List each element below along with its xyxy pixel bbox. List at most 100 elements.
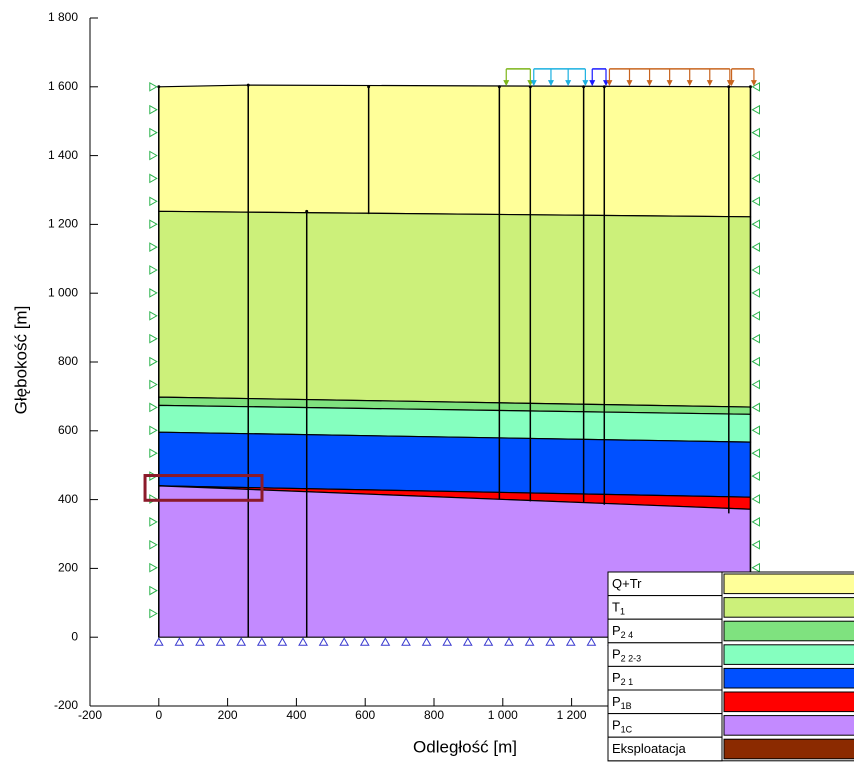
support-right bbox=[751, 127, 760, 138]
x-axis-title: Odległość [m] bbox=[413, 737, 517, 756]
support-bottom bbox=[153, 637, 164, 646]
load-head bbox=[626, 80, 633, 87]
load-head bbox=[728, 80, 735, 87]
support-right bbox=[751, 81, 760, 92]
node bbox=[528, 85, 532, 89]
y-axis-title: Głębokość [m] bbox=[11, 306, 30, 415]
legend-swatch bbox=[723, 597, 854, 618]
y-tick-label: 600 bbox=[58, 423, 78, 437]
y-tick-label: 1 400 bbox=[48, 148, 78, 162]
legend-name: P bbox=[612, 718, 621, 733]
y-tick-label: -200 bbox=[54, 698, 78, 712]
support-left bbox=[149, 448, 158, 459]
support-left bbox=[149, 379, 158, 390]
support-bottom bbox=[277, 637, 288, 646]
legend-label: Q+Tr bbox=[612, 576, 642, 591]
legend-name: P bbox=[612, 623, 621, 638]
y-tick-label: 1 200 bbox=[48, 217, 78, 231]
support-bottom bbox=[215, 637, 226, 646]
legend-sub: 1C bbox=[621, 725, 633, 735]
legend-cell bbox=[607, 595, 723, 620]
support-left bbox=[149, 356, 158, 367]
node bbox=[727, 85, 731, 89]
support-left bbox=[149, 310, 158, 321]
node bbox=[305, 209, 309, 213]
support-bottom bbox=[195, 637, 205, 646]
support-left bbox=[149, 562, 158, 573]
support-left bbox=[149, 265, 158, 275]
legend-name: P bbox=[612, 647, 621, 662]
x-tick-label: -200 bbox=[78, 708, 102, 722]
x-tick-label: 1 000 bbox=[488, 708, 518, 722]
y-tick-label: 1 000 bbox=[48, 285, 78, 299]
load-head bbox=[589, 80, 596, 87]
x-tick-label: 400 bbox=[286, 708, 306, 722]
support-bottom bbox=[462, 637, 473, 646]
x-tick-label: 1 200 bbox=[557, 708, 587, 722]
support-right bbox=[751, 356, 760, 367]
x-tick-label: 0 bbox=[155, 708, 162, 722]
load-head bbox=[547, 80, 554, 87]
y-tick-label: 200 bbox=[58, 561, 78, 575]
legend-swatch bbox=[723, 573, 854, 595]
legend-sub: 2 2-3 bbox=[621, 654, 642, 664]
legend-name: Q+Tr bbox=[612, 576, 642, 591]
support-right bbox=[751, 104, 760, 115]
y-tick-label: 400 bbox=[58, 492, 78, 506]
load-head bbox=[582, 80, 589, 87]
support-right bbox=[751, 494, 760, 504]
legend-label: T1 bbox=[612, 600, 625, 617]
support-left bbox=[149, 608, 158, 619]
support-left bbox=[149, 196, 158, 207]
support-bottom bbox=[298, 637, 308, 646]
legend-name: P bbox=[612, 694, 621, 709]
support-right bbox=[751, 219, 760, 230]
legend-label: Eksploatacja bbox=[612, 741, 686, 756]
support-right bbox=[751, 265, 760, 275]
support-left bbox=[149, 242, 158, 252]
node bbox=[582, 85, 586, 89]
support-right bbox=[751, 562, 760, 573]
support-bottom bbox=[565, 637, 576, 646]
support-bottom bbox=[236, 637, 247, 646]
support-right bbox=[751, 288, 760, 298]
support-bottom bbox=[380, 637, 391, 646]
legend-label: P2 4 bbox=[612, 623, 633, 640]
support-left bbox=[149, 585, 158, 596]
support-bottom bbox=[483, 637, 494, 646]
legend-label: P1C bbox=[612, 718, 633, 735]
support-left bbox=[149, 150, 158, 161]
support-left bbox=[149, 333, 158, 344]
support-bottom bbox=[256, 637, 267, 646]
x-tick-label: 800 bbox=[424, 708, 444, 722]
x-tick-label: 600 bbox=[355, 708, 375, 722]
legend-label: P2 2-3 bbox=[612, 647, 641, 664]
support-left bbox=[149, 173, 158, 184]
legend-cell bbox=[607, 736, 723, 762]
legend-name: T bbox=[612, 600, 620, 615]
support-right bbox=[751, 379, 760, 390]
load-head bbox=[565, 80, 572, 87]
support-bottom bbox=[524, 637, 535, 646]
load-head bbox=[606, 80, 613, 87]
support-bottom bbox=[421, 637, 432, 646]
support-right bbox=[751, 196, 760, 207]
x-tick-label: 200 bbox=[218, 708, 238, 722]
support-right bbox=[751, 539, 760, 550]
support-right bbox=[751, 517, 760, 527]
y-tick-label: 800 bbox=[58, 354, 78, 368]
support-right bbox=[751, 150, 760, 161]
support-right bbox=[751, 242, 760, 252]
load-head bbox=[686, 80, 693, 87]
support-bottom bbox=[401, 637, 411, 646]
support-left bbox=[149, 104, 158, 115]
support-left bbox=[149, 127, 158, 138]
load-head bbox=[530, 80, 537, 87]
node bbox=[367, 85, 371, 89]
node bbox=[497, 85, 501, 89]
legend-swatch bbox=[723, 738, 854, 760]
support-right bbox=[751, 425, 760, 436]
support-bottom bbox=[586, 637, 597, 646]
support-left bbox=[149, 219, 158, 230]
